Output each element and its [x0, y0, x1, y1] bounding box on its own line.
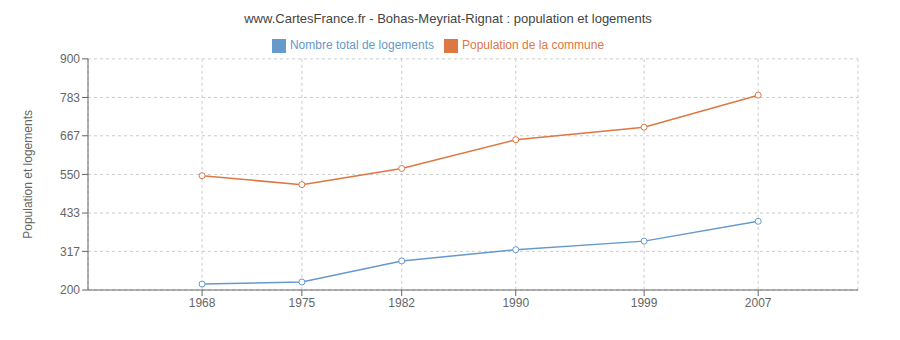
svg-text:1990: 1990 [502, 296, 529, 310]
svg-text:317: 317 [60, 245, 80, 259]
svg-text:667: 667 [60, 129, 80, 143]
svg-text:783: 783 [60, 91, 80, 105]
html-text:Population de la commune: Population de la commune [462, 38, 605, 52]
svg-text:550: 550 [60, 168, 80, 182]
svg-text:1999: 1999 [631, 296, 658, 310]
svg-text:900: 900 [60, 52, 80, 66]
svg-text:1982: 1982 [388, 296, 415, 310]
svg-text:2007: 2007 [745, 296, 772, 310]
html-text:Nombre total de logements: Nombre total de logements [289, 38, 434, 52]
svg-text:Population et logements: Population et logements [21, 110, 35, 239]
html-text:www.CartesFrance.fr - Bohas-Me: www.CartesFrance.fr - Bohas-Meyriat-Rign… [244, 11, 652, 26]
svg-text:1975: 1975 [289, 296, 316, 310]
svg-text:200: 200 [60, 283, 80, 297]
svg-text:433: 433 [60, 206, 80, 220]
svg-text:1968: 1968 [189, 296, 216, 310]
